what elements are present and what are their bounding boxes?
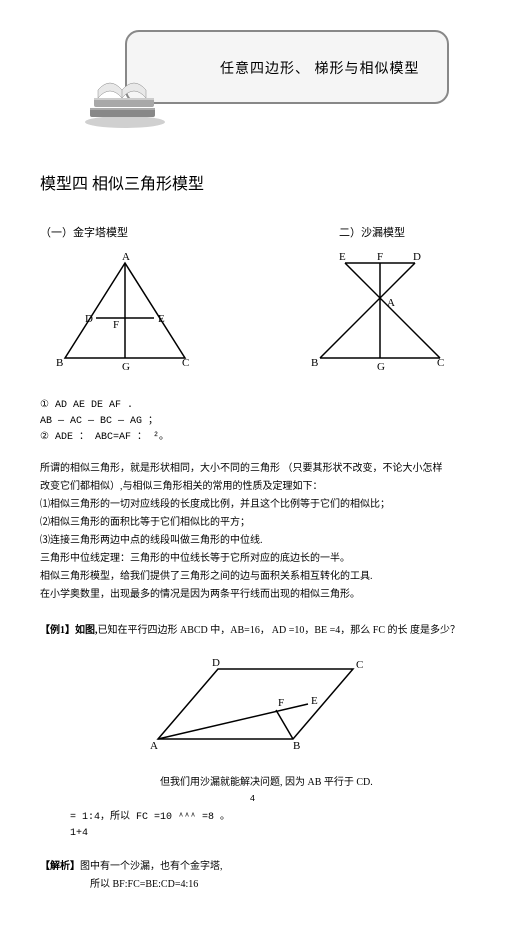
banner-title: 任意四边形、 梯形与相似模型 [220,58,420,78]
analysis-line2: 所以 BF:FC=BE:CD=4:16 [90,876,465,894]
example-figure: A B C D E F [40,654,465,759]
p5: ⑶连接三角形两边中点的线段叫做三角形的中位线. [40,532,465,550]
header-banner: 任意四边形、 梯形与相似模型 [40,0,465,140]
calc2: 1+4 [70,826,465,842]
label-B: B [311,357,318,369]
label-A: A [387,297,395,309]
example-head: 【例1】如图, [40,625,98,636]
p2: 改变它们都相似）,与相似三角形相关的常用的性质及定理如下： [40,478,465,496]
label-E: E [158,313,165,325]
analysis-head: 【解析】 [40,861,80,872]
eq-line2: AB — AC — BC — AG ； [40,414,465,430]
label-B: B [56,357,63,369]
pyramid-diagram: A B C D E F G [40,248,210,378]
section-title: 模型四 相似三角形模型 [40,170,465,194]
label-F: F [113,319,119,331]
hourglass-diagram: E F D A B G C [295,248,465,378]
p1: 所谓的相似三角形，就是形状相同，大小不同的三角形 （只要其形状不改变，不论大小怎… [40,460,465,478]
p8: 在小学奥数里，出现最多的情况是因为两条平行线而出现的相似三角形。 [40,586,465,604]
equations: ① AD AE DE AF . AB — AC — BC — AG ； ② AD… [40,398,465,446]
ex-label-C: C [356,659,363,671]
label-F: F [377,251,383,263]
eq-line3: ② ADE ： ABC=AF ： ²。 [40,430,465,446]
label-A: A [122,251,130,263]
ex-label-F: F [278,697,284,709]
ex-label-B: B [293,740,300,752]
label-D: D [85,313,93,325]
p6: 三角形中位线定理：三角形的中位线长等于它所对应的底边长的一半。 [40,550,465,568]
p7: 相似三角形模型，给我们提供了三角形之间的边与面积关系相互转化的工具. [40,568,465,586]
diagrams-row: A B C D E F G E F D A B [40,248,465,378]
eq-line1: ① AD AE DE AF . [40,398,465,414]
p4: ⑵相似三角形的面积比等于它们相似比的平方； [40,514,465,532]
label-D: D [413,251,421,263]
label-C: C [437,357,444,369]
label-G: G [377,361,385,373]
example-block: 【例1】如图,已知在平行四边形 ABCD 中，AB=16， AD =10，BE … [40,622,465,640]
analysis-rest: 图中有一个沙漏，也有个金字塔, [80,861,223,872]
calc-lines: = 1:4，所以 FC =10 ᶺᶺᶺ =8 。 1+4 [70,810,465,842]
books-icon [80,60,170,130]
example-text: 已知在平行四边形 ABCD 中，AB=16， AD =10，BE =4，那么 F… [98,625,461,636]
label-G: G [122,361,130,373]
subtitle-pyramid: （一）金字塔模型 [40,224,128,240]
body-text: 所谓的相似三角形，就是形状相同，大小不同的三角形 （只要其形状不改变，不论大小怎… [40,460,465,604]
analysis-block: 【解析】图中有一个沙漏，也有个金字塔, 所以 BF:FC=BE:CD=4:16 [40,858,465,894]
ex-label-A: A [150,740,158,752]
page-number: 4 [40,794,465,804]
example-note: 但我们用沙漏就能解决问题, 因为 AB 平行于 CD. [160,773,465,788]
ex-label-E: E [311,695,318,707]
p3: ⑴相似三角形的一切对应线段的长度成比例，并且这个比例等于它们的相似比； [40,496,465,514]
model-subtitles: （一）金字塔模型 二）沙漏模型 [40,224,465,240]
calc1: = 1:4，所以 FC =10 ᶺᶺᶺ =8 。 [70,810,465,826]
label-C: C [182,357,189,369]
document-page: 任意四边形、 梯形与相似模型 模型四 相似三角形模型 （一）金字塔模型 二）沙漏… [0,0,505,934]
ex-label-D: D [212,657,220,669]
label-E: E [339,251,346,263]
subtitle-hourglass: 二）沙漏模型 [339,224,405,240]
